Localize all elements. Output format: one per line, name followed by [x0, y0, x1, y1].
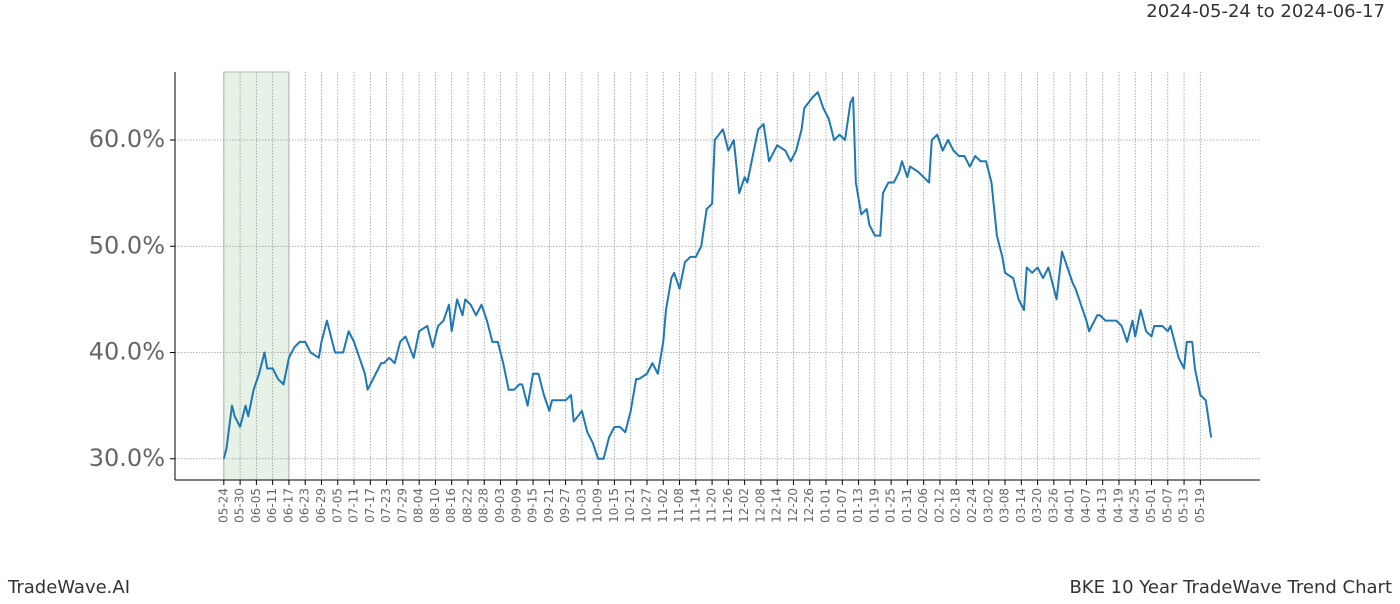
x-tick-label: 03-02	[981, 488, 995, 523]
x-tick-label: 09-09	[509, 488, 523, 523]
x-tick-label: 04-19	[1111, 488, 1125, 523]
x-tick-label: 02-18	[949, 488, 963, 523]
x-tick-label: 02-12	[932, 488, 946, 523]
x-tick-label: 07-29	[395, 488, 409, 523]
x-tick-label: 05-07	[1160, 488, 1174, 523]
x-tick-label: 09-03	[493, 488, 507, 523]
x-tick-label: 07-23	[379, 488, 393, 523]
x-tick-label: 05-24	[216, 488, 230, 523]
x-tick-label: 03-08	[998, 488, 1012, 523]
x-tick-label: 01-19	[867, 488, 881, 523]
trend-line	[222, 91, 1213, 460]
x-tick-label: 01-31	[900, 488, 914, 523]
x-tick-label: 12-26	[802, 488, 816, 523]
x-tick-label: 01-01	[819, 488, 833, 523]
x-tick-label: 05-19	[1193, 488, 1207, 523]
x-tick-label: 06-23	[298, 488, 312, 523]
x-tick-label: 11-14	[688, 488, 702, 523]
x-tick-label: 06-29	[314, 488, 328, 523]
x-tick-label: 02-24	[965, 488, 979, 523]
x-tick-label: 10-15	[607, 488, 621, 523]
x-tick-label: 11-02	[656, 488, 670, 523]
x-tick-label: 10-09	[591, 488, 605, 523]
x-tick-label: 08-22	[460, 488, 474, 523]
x-tick-label: 01-13	[851, 488, 865, 523]
x-tick-label: 05-13	[1177, 488, 1191, 523]
x-tick-label: 04-01	[1063, 488, 1077, 523]
chart-title: BKE 10 Year TradeWave Trend Chart	[1069, 577, 1392, 598]
x-tick-label: 05-30	[233, 488, 247, 523]
x-tick-label: 08-04	[412, 488, 426, 523]
y-tick-label: 50.0%	[89, 231, 165, 259]
x-tick-label: 12-20	[786, 488, 800, 523]
x-tick-label: 04-07	[1079, 488, 1093, 523]
x-tick-label: 03-26	[1046, 488, 1060, 523]
x-tick-label: 01-25	[884, 488, 898, 523]
x-tick-label: 08-16	[444, 488, 458, 523]
x-tick-label: 07-17	[363, 488, 377, 523]
x-tick-label: 12-14	[770, 488, 784, 523]
y-tick-label: 30.0%	[89, 444, 165, 472]
x-tick-label: 07-11	[347, 488, 361, 523]
x-tick-label: 05-01	[1144, 488, 1158, 523]
x-tick-label: 08-10	[428, 488, 442, 523]
x-tick-label: 07-05	[330, 488, 344, 523]
x-tick-label: 06-05	[249, 488, 263, 523]
x-tick-label: 06-11	[265, 488, 279, 523]
x-tick-label: 10-27	[639, 488, 653, 523]
x-tick-label: 04-13	[1095, 488, 1109, 523]
x-tick-label: 09-27	[558, 488, 572, 523]
x-tick-label: 12-02	[737, 488, 751, 523]
x-tick-label: 10-21	[623, 488, 637, 523]
x-tick-label: 11-08	[672, 488, 686, 523]
brand: TradeWave.AI	[7, 577, 130, 598]
x-tick-label: 11-20	[705, 488, 719, 523]
x-tick-label: 02-06	[916, 488, 930, 523]
x-tick-label: 03-20	[1030, 488, 1044, 523]
x-tick-label: 06-17	[281, 488, 295, 523]
x-tick-label: 10-03	[574, 488, 588, 523]
x-tick-label: 12-08	[753, 488, 767, 523]
x-tick-label: 04-25	[1128, 488, 1142, 523]
date-range: 2024-05-24 to 2024-06-17	[1146, 1, 1385, 22]
x-tick-label: 08-28	[477, 488, 491, 523]
y-tick-label: 60.0%	[89, 125, 165, 153]
x-tick-label: 09-15	[526, 488, 540, 523]
y-tick-label: 40.0%	[89, 338, 165, 366]
x-tick-label: 03-14	[1014, 488, 1028, 523]
x-tick-label: 01-07	[835, 488, 849, 523]
x-tick-label: 11-26	[721, 488, 735, 523]
x-tick-label: 09-21	[542, 488, 556, 523]
